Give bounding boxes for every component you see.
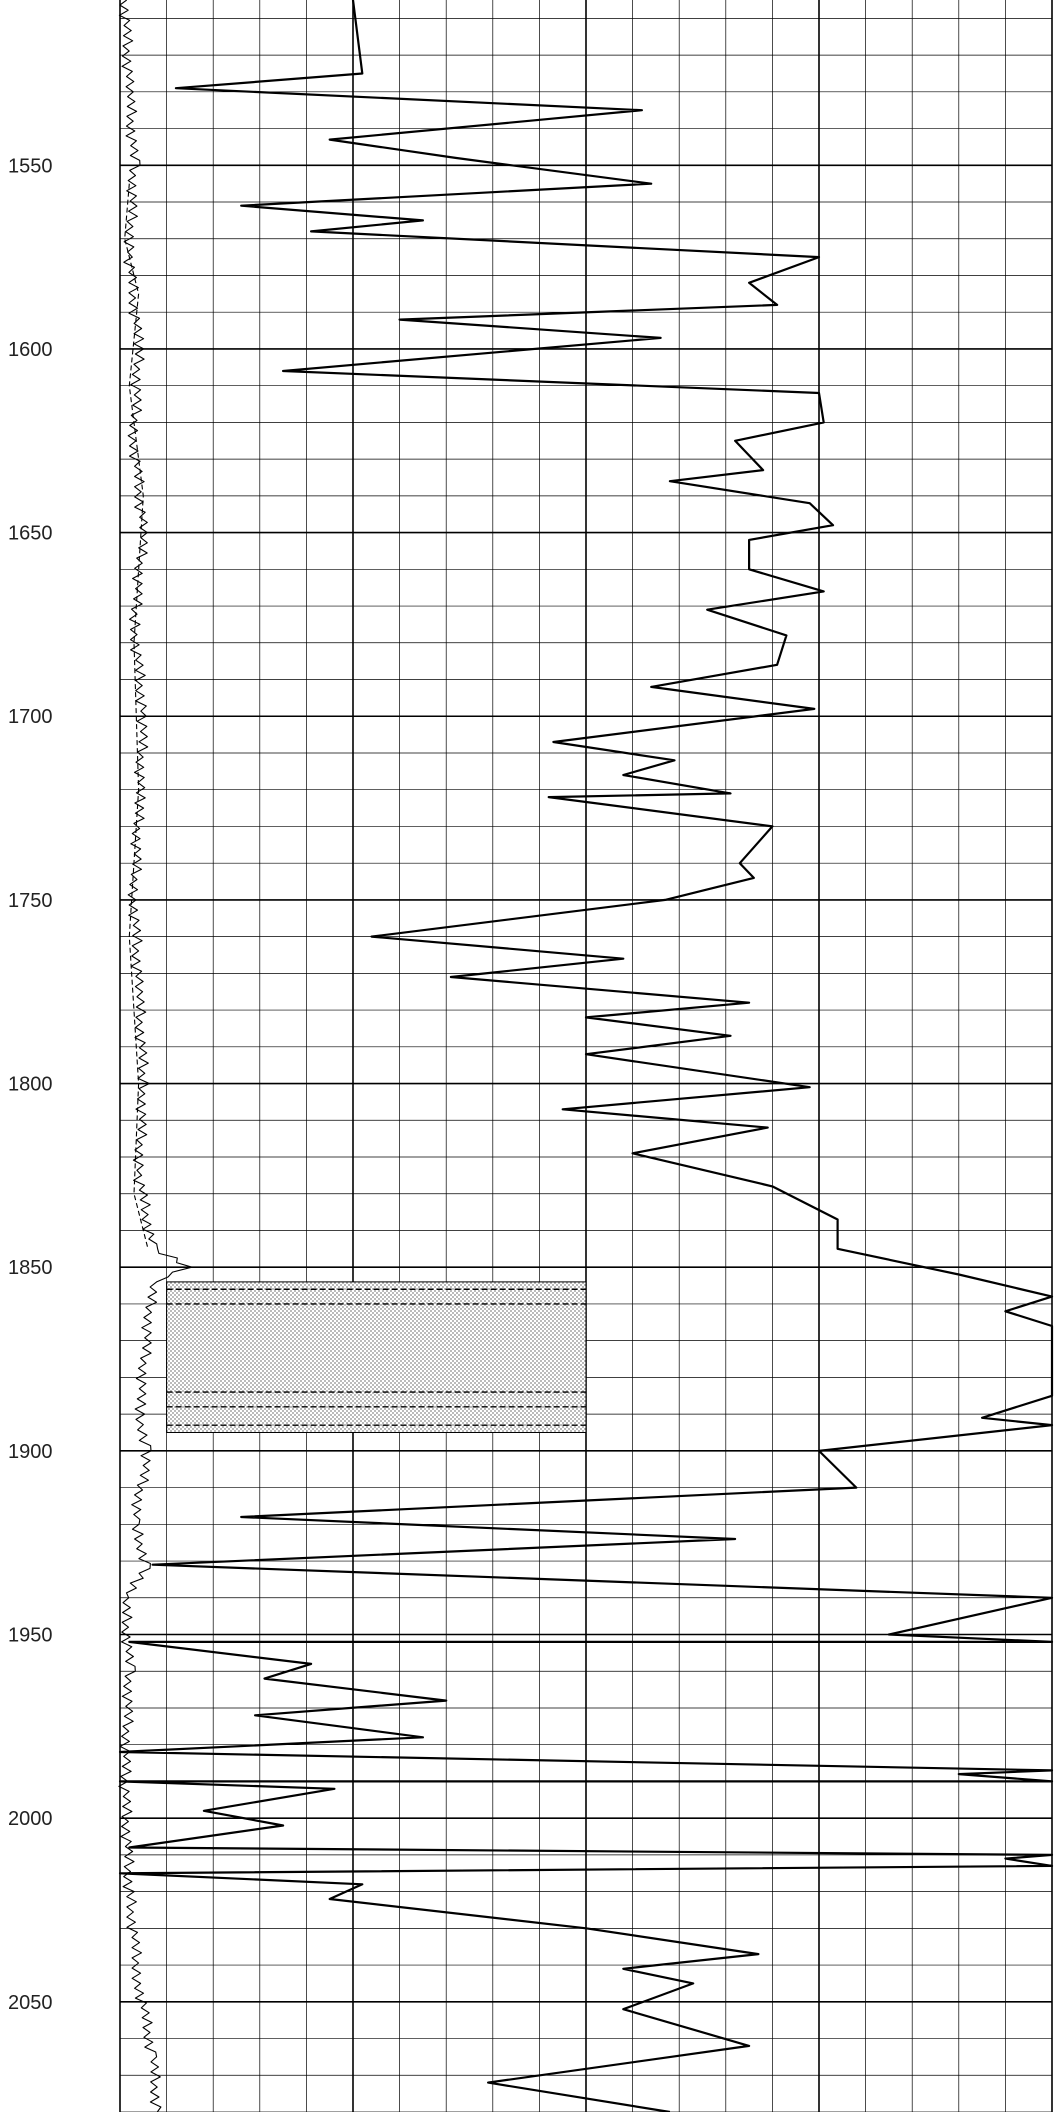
log-curve-2 (118, 0, 193, 2112)
depth-tick-label: 1950 (8, 1625, 53, 1647)
depth-tick-label: 1650 (8, 523, 53, 545)
depth-tick-label: 1750 (8, 890, 53, 912)
log-curves (118, 0, 1054, 2112)
log-curve-1 (118, 0, 1054, 2112)
depth-tick-label: 1600 (8, 339, 53, 361)
depth-tick-label: 1900 (8, 1441, 53, 1463)
depth-tick-label: 1850 (8, 1257, 53, 1279)
depth-tick-labels: 1550 1600 1650 1700 1750 1800 1850 1900 1950 2000… (8, 155, 53, 2014)
depth-tick-label: 1800 (8, 1074, 53, 1096)
shaded-interval (166, 1281, 587, 1433)
depth-tick-label: 2050 (8, 1992, 53, 2014)
depth-tick-label: 1700 (8, 706, 53, 728)
log-curve-3 (124, 183, 149, 1249)
depth-tick-label: 2000 (8, 1808, 53, 1830)
depth-tick-label: 1550 (8, 155, 53, 177)
grid (119, 0, 1053, 2112)
